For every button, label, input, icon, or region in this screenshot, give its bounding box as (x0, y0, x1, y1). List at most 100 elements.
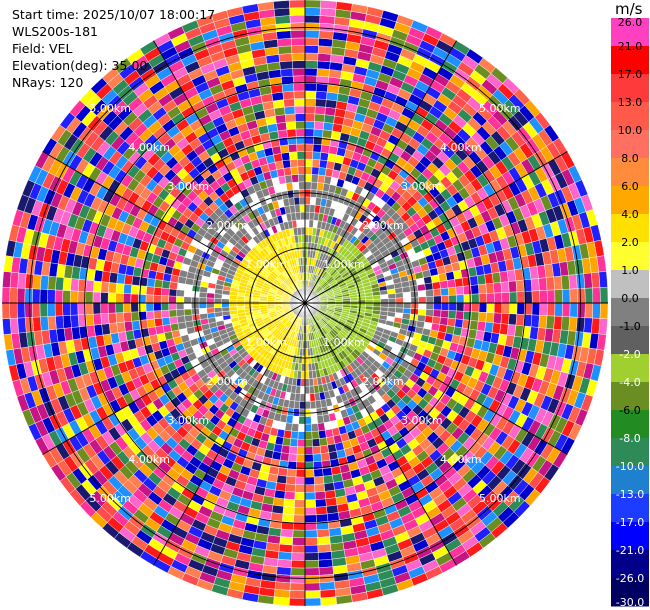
ppi-gate (325, 99, 338, 109)
ppi-gate (288, 0, 306, 9)
ppi-gate (455, 286, 465, 296)
ppi-gate (545, 276, 555, 291)
ppi-gate (16, 287, 26, 304)
range-ring-label: 1.00km (245, 336, 287, 349)
range-ring-label: 5.00km (479, 102, 521, 115)
ppi-gate (123, 283, 132, 295)
ppi-gate (554, 302, 563, 317)
ppi-gate (47, 275, 57, 291)
ppi-gate (298, 416, 306, 425)
colorbar-tick-label: -30.0 (616, 596, 644, 609)
range-ring-label: 4.00km (440, 141, 482, 154)
ppi-gate (455, 310, 465, 320)
ppi-gate (198, 297, 207, 304)
ppi-gate (281, 444, 291, 454)
ppi-gate (315, 498, 327, 508)
ppi-gate (304, 446, 314, 455)
ppi-gate (372, 302, 381, 308)
ppi-gate (291, 45, 306, 54)
ppi-gate (47, 302, 56, 317)
ppi-gate (291, 174, 299, 183)
ppi-gate (448, 294, 457, 304)
ppi-gate (304, 60, 318, 69)
ppi-gate (145, 310, 155, 320)
ppi-gate (304, 52, 319, 62)
ppi-gate (304, 559, 320, 569)
ppi-gate (115, 312, 125, 324)
ppi-gate (304, 128, 315, 137)
ppi-gate (276, 30, 292, 40)
ppi-gate (304, 90, 317, 99)
ppi-gate (310, 181, 318, 191)
ppi-gate (304, 0, 322, 9)
ppi-gate (471, 293, 480, 304)
ppi-gate (277, 558, 292, 568)
ppi-gate (530, 314, 540, 328)
ppi-gate (55, 315, 65, 330)
ppi-gate (304, 7, 321, 16)
range-ring-label: 4.00km (128, 453, 170, 466)
ppi-gate (438, 272, 448, 282)
ppi-gate (318, 30, 334, 40)
ppi-gate (493, 282, 502, 294)
ppi-gate (403, 302, 412, 309)
ppi-gate (317, 53, 332, 63)
ppi-gate (440, 287, 449, 297)
ppi-gate (320, 0, 337, 10)
ppi-gate (289, 204, 296, 214)
ppi-gate (9, 271, 19, 289)
ppi-gate (546, 302, 556, 317)
ppi-gate (24, 302, 33, 318)
ppi-gate (425, 302, 434, 310)
ppi-gate (290, 37, 306, 47)
ppi-gate (304, 151, 314, 160)
ppi-gate (454, 318, 464, 329)
ppi-gate (493, 302, 503, 314)
ppi-gate (296, 143, 306, 152)
ppi-gate (304, 507, 317, 516)
ppi-gate (198, 291, 208, 299)
ppi-gate (309, 385, 315, 394)
ppi-gate (2, 318, 12, 335)
ppi-gate (108, 322, 119, 335)
ppi-gate (583, 317, 593, 334)
ppi-gate (100, 292, 109, 304)
ppi-gate (599, 302, 609, 320)
ppi-gate (294, 105, 306, 115)
ppi-gate (433, 295, 442, 304)
ppi-gate (92, 313, 102, 326)
ppi-gate (304, 469, 315, 478)
ppi-gate (304, 83, 317, 92)
ppi-ray (311, 137, 568, 300)
ppi-gate (300, 370, 306, 379)
ppi-ray (312, 224, 602, 302)
range-ring-label: 5.00km (89, 492, 131, 505)
ppi-gate (294, 484, 306, 493)
ppi-gate (293, 83, 306, 92)
ppi-gate (290, 567, 306, 576)
ppi-gate (184, 314, 193, 323)
ppi-gate (161, 280, 171, 289)
ppi-gate (294, 204, 301, 213)
ppi-gate (273, 0, 290, 10)
ppi-gate (294, 113, 306, 122)
ppi-gate (304, 67, 318, 77)
ppi-gate (493, 312, 502, 324)
ppi-gate (85, 302, 94, 315)
ppi-gate (417, 283, 426, 292)
ppi-gate (300, 227, 306, 236)
ppi-gate (515, 313, 525, 327)
ppi-gate (292, 529, 306, 539)
ppi-gate (70, 314, 80, 328)
ppi-gate (146, 318, 156, 329)
ppi-gate (221, 298, 230, 304)
ppi-gate (294, 491, 306, 501)
ppi-gate (545, 315, 555, 330)
ppi-gate (277, 551, 293, 561)
ppi-gate (282, 437, 291, 447)
ppi-gate (282, 90, 295, 100)
ppi-gate (169, 316, 179, 325)
ppi-gate (280, 528, 294, 538)
ppi-gate (591, 317, 601, 335)
ppi-ray (305, 3, 369, 296)
